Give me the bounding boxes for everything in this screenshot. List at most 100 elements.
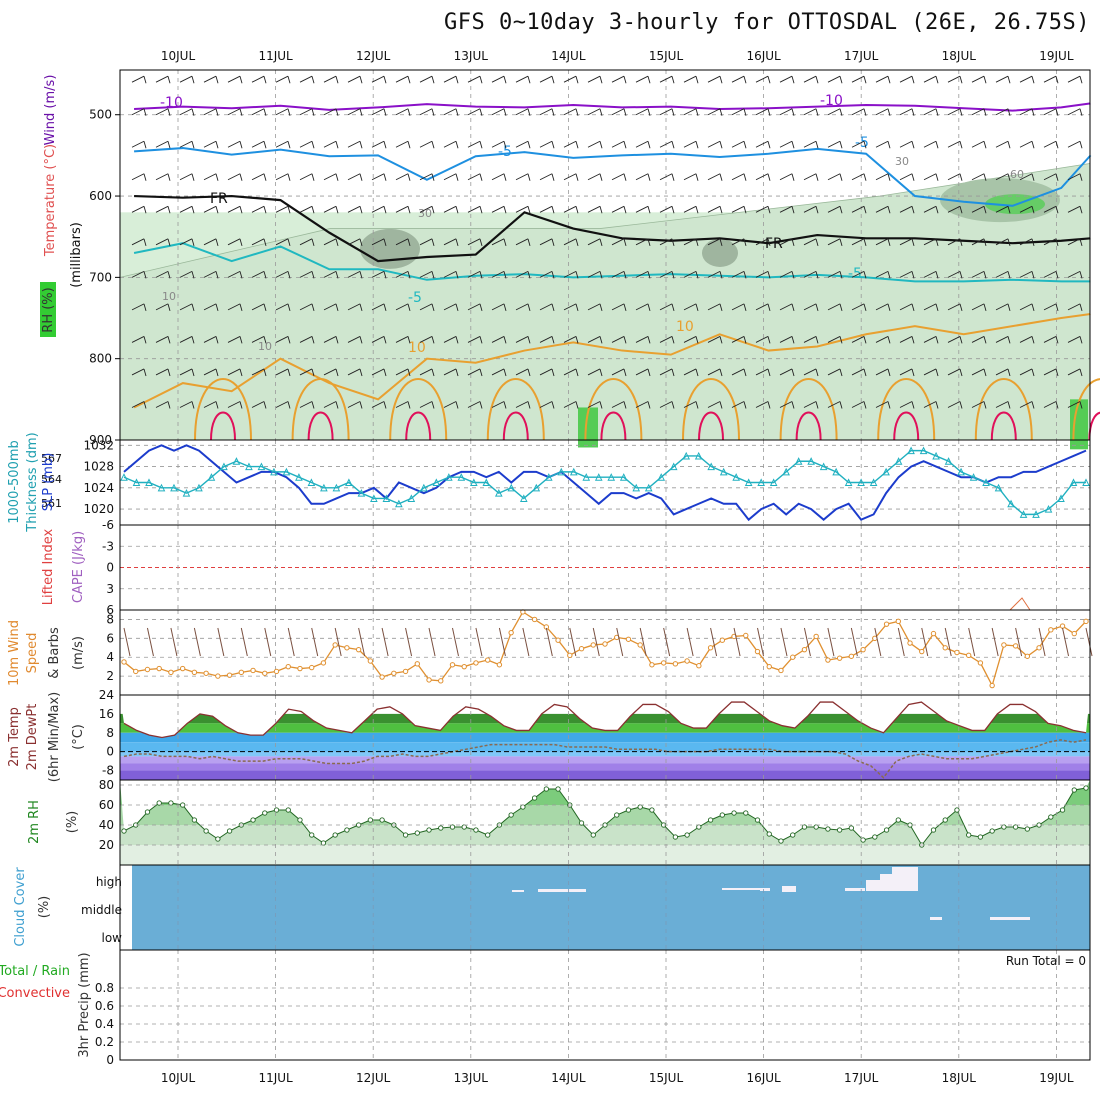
rh-marker [485,832,491,838]
wind-barb-staff [491,336,505,343]
wind-barb-flag [335,206,339,214]
wind10-speed-marker [555,637,561,643]
wind-barb-staff [323,303,337,311]
wind-barb [395,368,411,377]
thickness-marker [869,478,878,486]
wind-barb-flag [455,173,459,181]
precip-tick-label: 0.6 [95,999,114,1013]
wind-barb-flag [575,271,579,279]
contour-label: -5 [855,135,869,151]
wind-barb-staff [659,108,673,116]
wind-barb [587,336,603,344]
wind-barb-staff [779,173,793,181]
wind-barb [971,368,987,377]
wind-barb-flag [743,401,747,409]
rh-marker [226,828,233,834]
wind-barb [251,205,267,214]
wind10-speed-marker [461,663,467,670]
wind-barb-staff [467,336,481,343]
wind10-speed-marker [848,653,855,659]
wind-barb-flag [959,173,963,181]
wind-barb [683,336,699,344]
wind-barb [563,368,579,377]
wind-barb [251,303,267,312]
wind-barb-staff [803,140,817,148]
wind-barb-staff [1067,173,1081,181]
rh-marker [508,812,514,818]
wind-barb [155,173,171,181]
wind-barb-staff [227,303,241,311]
wind10-speed-marker [168,669,174,676]
wind-barb-staff [155,173,169,181]
wind-barb [611,401,627,409]
wind-barb-flag [1031,76,1035,84]
wind-barb [155,75,171,84]
wind-barb-flag [311,141,315,149]
wind10-speed-marker [1083,618,1089,625]
wind-barb-staff [611,401,625,408]
wind-barb [947,238,963,246]
wind-barb-flag [599,206,603,214]
rh-mask [120,780,1090,845]
wind-barb-staff [971,205,985,213]
wind-barb [299,205,315,214]
wind-barb-flag [527,271,531,279]
wind-barb [395,108,411,116]
wind-barb [251,173,267,181]
wind10-speed-marker [273,668,280,675]
wind-barb-staff [827,401,841,408]
wind10-speed-marker [907,640,913,646]
wind-barb-staff [155,303,169,311]
wind-barb [155,238,171,246]
wind10-barb [827,627,835,657]
wind-barb-flag [983,206,987,214]
wind-barb-staff [203,303,217,311]
wind-barb-flag [647,141,651,149]
wind-barb-staff [731,140,745,148]
wind-barb [1067,108,1083,116]
wind-barb-flag [1055,206,1059,214]
wind-barb [563,401,579,409]
temp-mask [120,695,1090,738]
wind-barb-staff [1019,368,1033,376]
wind-barb [467,336,483,344]
wind-barb-staff [299,303,313,311]
wind-barb [899,303,915,312]
wind-barb-flag [911,271,915,279]
wind-barb-staff [275,401,289,408]
wind-barb [587,368,603,377]
wind-barb [515,336,531,344]
wind-barb [779,336,795,344]
wind-barb-flag [191,173,195,181]
wind-barb [419,270,435,279]
wind-barb [515,108,531,116]
wind-barb-flag [815,271,819,279]
wind-barb-flag [191,368,195,377]
isotherm-warm-lobe [291,378,350,441]
wind10-speed-marker [179,665,186,672]
wind-barb-staff [659,270,673,278]
wind-barb-flag [839,108,843,116]
wind-barb [899,368,915,377]
wind-barb-staff [443,401,457,408]
wind-barb-staff [443,368,457,376]
wind-barb-flag [887,141,891,149]
wind-barb-flag [143,368,147,377]
wind-barb-flag [1007,173,1011,181]
wind-barb-staff [971,140,985,148]
wind10-speed-marker [379,674,385,680]
wind10-speed-marker [684,658,690,664]
wind-barb [707,140,723,149]
wind-barb-staff [779,140,793,148]
pressure-tick-label: 800 [89,352,112,366]
precip-tick-label: 0.2 [95,1035,114,1049]
wind-barb-flag [215,271,219,279]
wind-barb-staff [875,173,889,181]
wind-barb [803,270,819,279]
wind-barb [563,336,579,344]
wind-barb [659,108,675,116]
wind-barb [683,303,699,312]
wind10-speed-marker [989,682,995,689]
wind-barb-staff [1067,401,1081,408]
wind-barb [779,238,795,246]
